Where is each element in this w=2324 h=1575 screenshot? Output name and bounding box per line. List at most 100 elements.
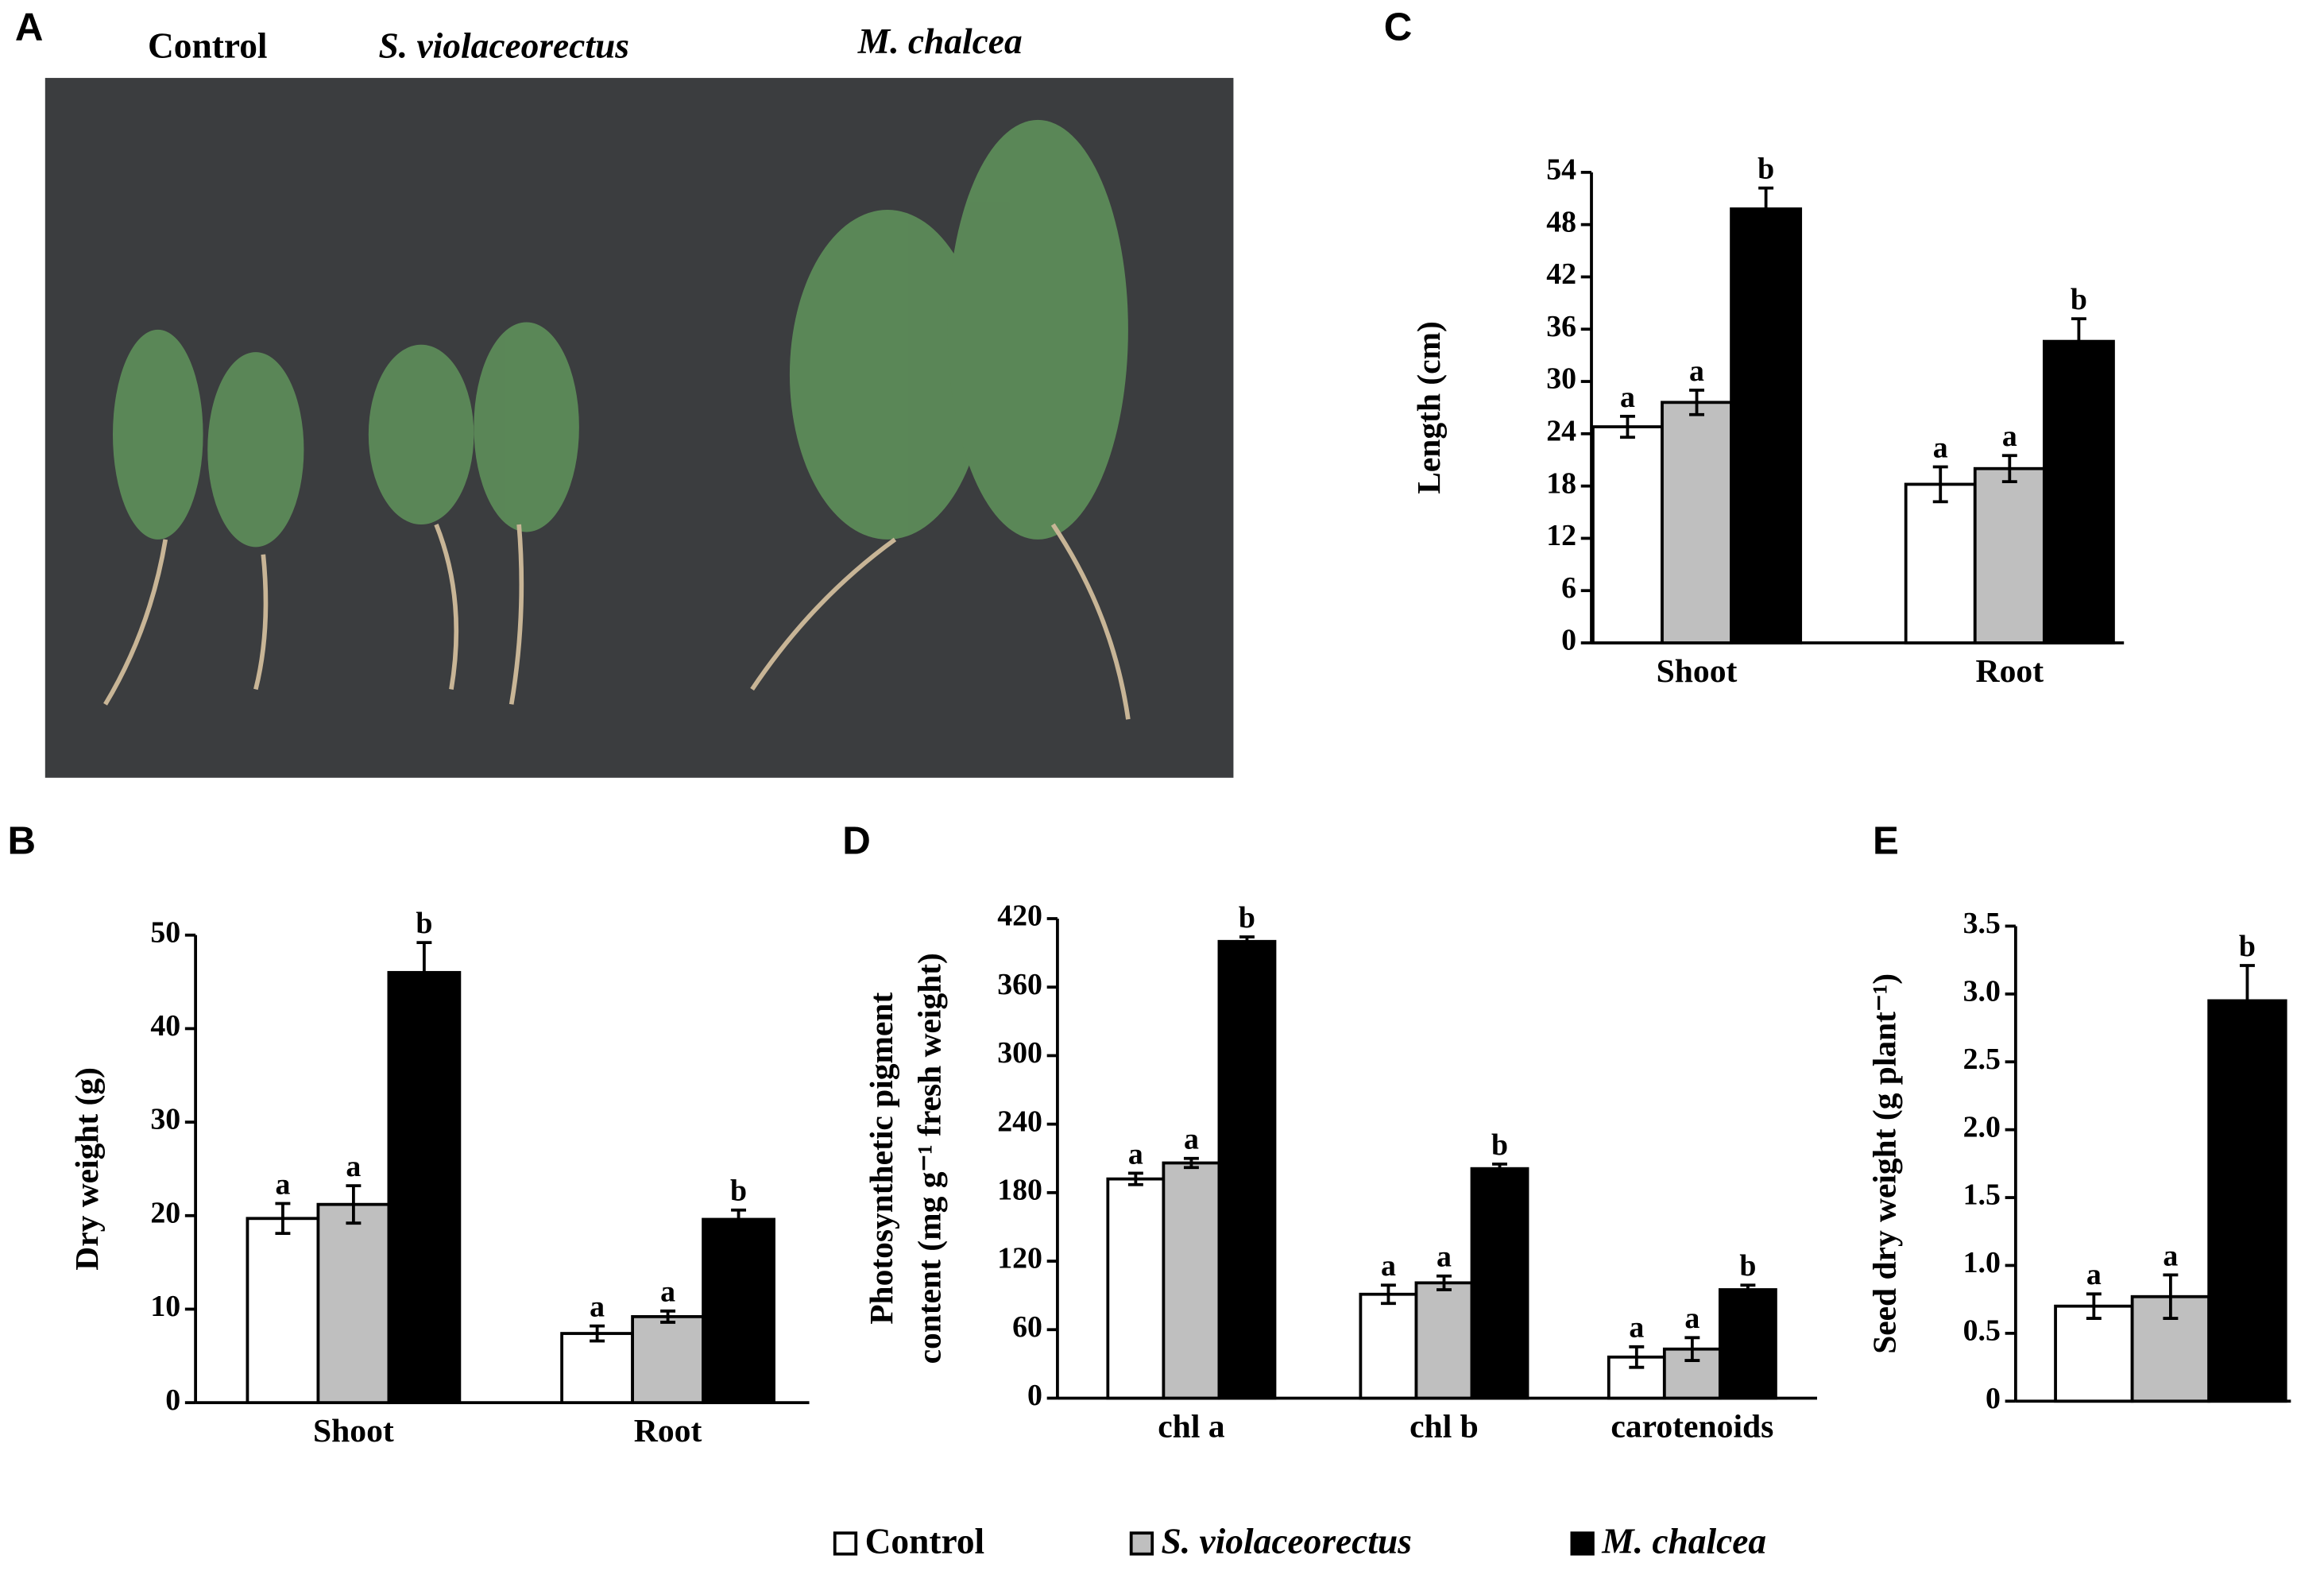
error-bar: [660, 1309, 676, 1324]
error-bar: [1932, 465, 1948, 504]
x-tick-label: Root: [1976, 652, 2044, 689]
y-tick-label: 30: [150, 1103, 180, 1136]
error-bar: [1684, 1336, 1700, 1362]
error-bar: [1380, 1283, 1396, 1306]
x-tick-label: chl a: [1158, 1408, 1225, 1445]
bar: [1414, 1281, 1474, 1400]
bar: [1217, 939, 1277, 1400]
error-bar: [1239, 935, 1255, 948]
significance-label: a: [346, 1150, 361, 1183]
error-bar: [1183, 1156, 1199, 1170]
error-bar: [1127, 1171, 1143, 1186]
error-bar: [2001, 454, 2017, 484]
significance-label: a: [2163, 1239, 2178, 1272]
y-tick-label: 120: [997, 1242, 1042, 1275]
x-tick-label: Root: [634, 1412, 702, 1449]
significance-label: b: [1739, 1249, 1756, 1283]
bar: [1730, 207, 1803, 644]
significance-label: b: [2071, 283, 2087, 316]
y-tick-label: 2.5: [1963, 1043, 2001, 1076]
error-bar: [1619, 415, 1635, 439]
legend-swatch: [1129, 1531, 1154, 1556]
y-axis-label: Length (cm): [1410, 321, 1448, 494]
y-tick-label: 0.5: [1963, 1314, 2001, 1348]
x-tick-label: chl b: [1409, 1408, 1479, 1445]
y-tick-label: 48: [1546, 205, 1576, 238]
significance-label: a: [2002, 420, 2017, 453]
panel-label: A: [15, 6, 44, 49]
significance-label: a: [1684, 1302, 1699, 1335]
y-tick-label: 18: [1546, 466, 1576, 500]
y-tick-label: 0: [1986, 1382, 2001, 1415]
y-tick-label: 2.0: [1963, 1110, 2001, 1144]
y-tick-label: 3.5: [1963, 907, 2001, 940]
error-bar: [2163, 1273, 2179, 1320]
y-tick-label: 0: [1027, 1379, 1042, 1412]
y-axis-label: Seed dry weight (g plant⁻¹): [1866, 973, 1903, 1354]
bar: [2042, 339, 2115, 644]
bar: [1973, 466, 2046, 644]
y-tick-label: 42: [1546, 257, 1576, 291]
error-bar: [1740, 1283, 1756, 1296]
photo-label: Control: [148, 26, 268, 66]
y-tick-label: 180: [997, 1174, 1042, 1207]
error-bar: [1758, 186, 1774, 232]
y-axis-label: content (mg g⁻¹ fresh weight): [911, 953, 948, 1364]
bar: [1470, 1167, 1529, 1400]
y-tick-label: 20: [150, 1196, 180, 1229]
legend-swatch: [833, 1531, 858, 1556]
y-tick-label: 300: [997, 1036, 1042, 1070]
significance-label: b: [1239, 901, 1255, 935]
plant-shapes: [112, 119, 1128, 548]
error-bar: [1492, 1163, 1507, 1175]
significance-label: b: [1758, 153, 1774, 186]
photo-panel: [44, 78, 1234, 778]
bar: [387, 970, 462, 1405]
y-tick-label: 30: [1546, 362, 1576, 396]
legend-label: M. chalcea: [1601, 1522, 1766, 1561]
y-tick-label: 54: [1546, 153, 1576, 187]
panel-label: E: [1873, 820, 1899, 863]
error-bar: [2071, 317, 2086, 366]
significance-label: b: [2239, 930, 2256, 963]
error-bar: [416, 941, 432, 1004]
error-bar: [346, 1184, 362, 1225]
error-bar: [731, 1208, 747, 1231]
error-bar: [590, 1324, 605, 1343]
bar: [2054, 1304, 2134, 1403]
y-tick-label: 24: [1546, 415, 1576, 448]
y-tick-label: 60: [1012, 1310, 1042, 1344]
y-tick-label: 12: [1546, 519, 1576, 552]
y-tick-label: 0: [165, 1383, 180, 1417]
bar: [1591, 425, 1664, 644]
y-tick-label: 240: [997, 1105, 1042, 1138]
significance-label: a: [1128, 1137, 1143, 1171]
significance-label: a: [1437, 1240, 1452, 1274]
legend-swatch: [1570, 1531, 1595, 1556]
error-bar: [1689, 389, 1704, 416]
y-axis-label: Dry weight (g): [68, 1067, 106, 1271]
legend-label: Control: [865, 1522, 985, 1561]
bar: [246, 1217, 320, 1405]
photo-label: S. violaceorectus: [379, 26, 629, 66]
significance-label: b: [1491, 1128, 1508, 1162]
significance-label: a: [275, 1167, 290, 1201]
panel-label: C: [1384, 6, 1413, 49]
significance-label: a: [1381, 1249, 1396, 1283]
y-tick-label: 6: [1561, 571, 1576, 605]
significance-label: a: [1184, 1123, 1199, 1156]
significance-label: a: [1629, 1311, 1644, 1345]
y-tick-label: 36: [1546, 310, 1576, 343]
error-bar: [1437, 1274, 1452, 1291]
panel-label: B: [7, 820, 36, 863]
bar: [1904, 482, 1977, 644]
x-tick-label: Shoot: [1657, 652, 1738, 689]
bar: [702, 1217, 775, 1405]
root-shapes: [103, 523, 1131, 720]
y-tick-label: 3.0: [1963, 975, 2001, 1008]
error-bar: [1629, 1345, 1645, 1369]
significance-label: a: [1620, 381, 1635, 414]
bar: [1661, 401, 1733, 644]
bar: [1359, 1292, 1418, 1400]
